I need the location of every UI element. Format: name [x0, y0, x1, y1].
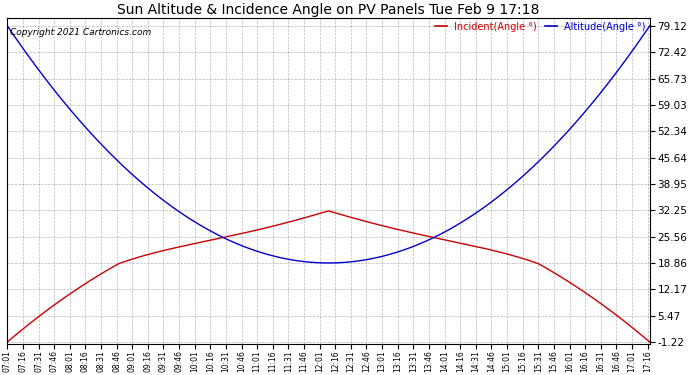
Text: Copyright 2021 Cartronics.com: Copyright 2021 Cartronics.com	[10, 28, 152, 37]
Legend: Incident(Angle °), Altitude(Angle °): Incident(Angle °), Altitude(Angle °)	[431, 18, 650, 36]
Title: Sun Altitude & Incidence Angle on PV Panels Tue Feb 9 17:18: Sun Altitude & Incidence Angle on PV Pan…	[117, 3, 540, 17]
